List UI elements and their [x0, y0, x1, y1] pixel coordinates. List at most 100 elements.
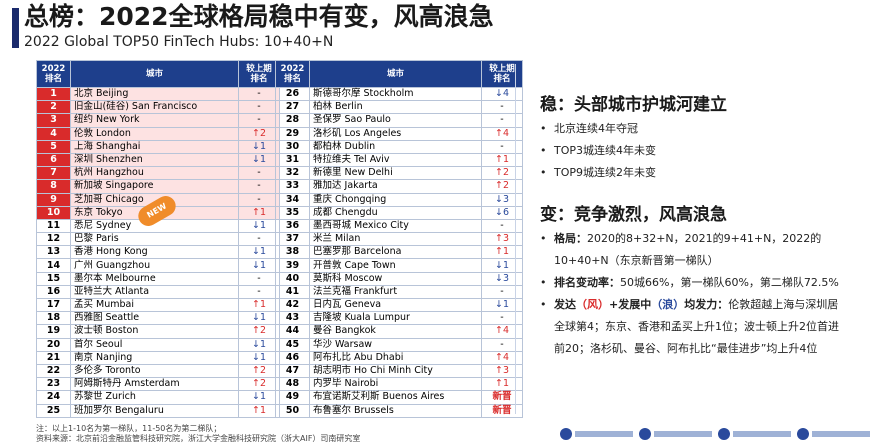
change-cell: - [238, 284, 280, 300]
city-cell: 旧金山(硅谷) San Francisco [70, 100, 239, 115]
change-cell: ↓1 [238, 218, 280, 234]
rank-cell: 22 [36, 363, 71, 379]
change-cell: ↓1 [238, 390, 280, 405]
city-cell: 斯德哥尔摩 Stockholm [309, 86, 482, 102]
city-header: 城市 [309, 60, 482, 88]
table-row: 36 墨西哥城 Mexico City - [275, 218, 523, 234]
table-row: 32 新德里 New Delhi ↑2 [275, 166, 523, 181]
table-row: 37 米兰 Milan ↑3 [275, 232, 523, 247]
table-row: 17 孟买 Mumbai ↑1 [36, 297, 280, 313]
table-row: 50 布鲁塞尔 Brussels 新晋 [275, 403, 523, 418]
table-row: 23 阿姆斯特丹 Amsterdam ↑2 [36, 377, 280, 392]
section-stable-title: 稳：头部城市护城河建立 [540, 95, 727, 115]
table-row: 7 杭州 Hangzhou - [36, 166, 280, 181]
table-row: 12 巴黎 Paris - [36, 232, 280, 247]
city-cell: 华沙 Warsaw [309, 337, 482, 352]
table-row: 34 重庆 Chongqing ↓3 [275, 192, 523, 207]
rank-cell: 4 [36, 126, 71, 141]
city-cell: 阿姆斯特丹 Amsterdam [70, 377, 239, 392]
rank-cell: 41 [275, 284, 310, 300]
rank-cell: 46 [275, 350, 310, 365]
change-cell: ↓1 [481, 258, 523, 273]
rank-cell: 19 [36, 324, 71, 339]
change-cell: ↑1 [481, 377, 523, 392]
city-cell: 亚特兰大 Atlanta [70, 284, 239, 300]
change-cell: - [238, 86, 280, 102]
ranking-table-left: 2022 排名 城市 较上期 排名 1 北京 Beijing -2 旧金山(硅谷) San… [36, 60, 280, 418]
institute-logo [560, 427, 633, 441]
table-row: 13 香港 Hong Kong ↓1 [36, 245, 280, 260]
change-cell: ↓1 [238, 311, 280, 326]
change-cell: - [481, 113, 523, 128]
change-cell: ↑2 [238, 324, 280, 339]
change-cell: ↑1 [481, 245, 523, 260]
table-row: 15 墨尔本 Melbourne - [36, 271, 280, 286]
rank-cell: 47 [275, 363, 310, 379]
city-cell: 洛杉矶 Los Angeles [309, 126, 482, 141]
change-cell: ↓1 [238, 350, 280, 365]
table-row: 44 曼谷 Bangkok ↑4 [275, 324, 523, 339]
city-cell: 广州 Guangzhou [70, 258, 239, 273]
table-row: 38 巴塞罗那 Barcelona ↑1 [275, 245, 523, 260]
rank-cell: 7 [36, 166, 71, 181]
rank-cell: 24 [36, 390, 71, 405]
table-row: 48 内罗毕 Nairobi ↑1 [275, 377, 523, 392]
table-row: 24 苏黎世 Zurich ↓1 [36, 390, 280, 405]
table-row: 6 深圳 Shenzhen ↓1 [36, 152, 280, 168]
city-cell: 法兰克福 Frankfurt [309, 284, 482, 300]
change-cell: ↑2 [481, 166, 523, 181]
city-cell: 南京 Nanjing [70, 350, 239, 365]
city-cell: 巴塞罗那 Barcelona [309, 245, 482, 260]
rank-cell: 48 [275, 377, 310, 392]
city-cell: 西雅图 Seattle [70, 311, 239, 326]
change-cell: - [238, 232, 280, 247]
city-cell: 多伦多 Toronto [70, 363, 239, 379]
change-cell: - [238, 113, 280, 128]
change-cell: - [481, 337, 523, 352]
rank-cell: 2 [36, 100, 71, 115]
rank-header: 2022 排名 [275, 60, 310, 88]
city-cell: 特拉维夫 Tel Aviv [309, 152, 482, 168]
table-row: 47 胡志明市 Ho Chi Minh City ↑3 [275, 363, 523, 379]
change-cell: ↑4 [481, 126, 523, 141]
page-title: 总榜：2022全球格局稳中有变，风高浪急 [24, 2, 494, 31]
rank-cell: 9 [36, 192, 71, 207]
rank-cell: 12 [36, 232, 71, 247]
change-cell: - [481, 218, 523, 234]
change-header: 较上期 排名 [238, 60, 280, 88]
table-row: 29 洛杉矶 Los Angeles ↑4 [275, 126, 523, 141]
rank-cell: 10 [36, 205, 71, 220]
rank-cell: 20 [36, 337, 71, 352]
table-row: 40 莫斯科 Moscow ↓3 [275, 271, 523, 286]
page-subtitle: 2022 Global TOP50 FinTech Hubs: 10+40+N [24, 34, 334, 50]
rank-cell: 37 [275, 232, 310, 247]
table-row: 20 首尔 Seoul ↓1 [36, 337, 280, 352]
rank-cell: 38 [275, 245, 310, 260]
rank-cell: 15 [36, 271, 71, 286]
city-cell: 北京 Beijing [70, 86, 239, 102]
table-row: 25 班加罗尔 Bengaluru ↑1 [36, 403, 280, 418]
city-cell: 成都 Chengdu [309, 205, 482, 220]
table-row: 22 多伦多 Toronto ↑2 [36, 363, 280, 379]
change-cell: - [238, 179, 280, 194]
change-cell: - [238, 192, 280, 207]
table-row: 41 法兰克福 Frankfurt - [275, 284, 523, 300]
rank-cell: 11 [36, 218, 71, 234]
rank-cell: 43 [275, 311, 310, 326]
table-row: 39 开普敦 Cape Town ↓1 [275, 258, 523, 273]
change-cell: ↓4 [481, 86, 523, 102]
divider [515, 64, 516, 414]
city-cell: 柏林 Berlin [309, 100, 482, 115]
change-cell: - [238, 166, 280, 181]
city-cell: 米兰 Milan [309, 232, 482, 247]
rank-cell: 18 [36, 311, 71, 326]
city-header: 城市 [70, 60, 239, 88]
change-cell: ↑2 [238, 363, 280, 379]
table-row: 4 伦敦 London ↑2 [36, 126, 280, 141]
university-logo [639, 427, 712, 441]
table-row: 33 雅加达 Jakarta ↑2 [275, 179, 523, 194]
city-cell: 胡志明市 Ho Chi Minh City [309, 363, 482, 379]
rank-cell: 16 [36, 284, 71, 300]
city-cell: 墨西哥城 Mexico City [309, 218, 482, 234]
change-cell: ↓3 [481, 192, 523, 207]
